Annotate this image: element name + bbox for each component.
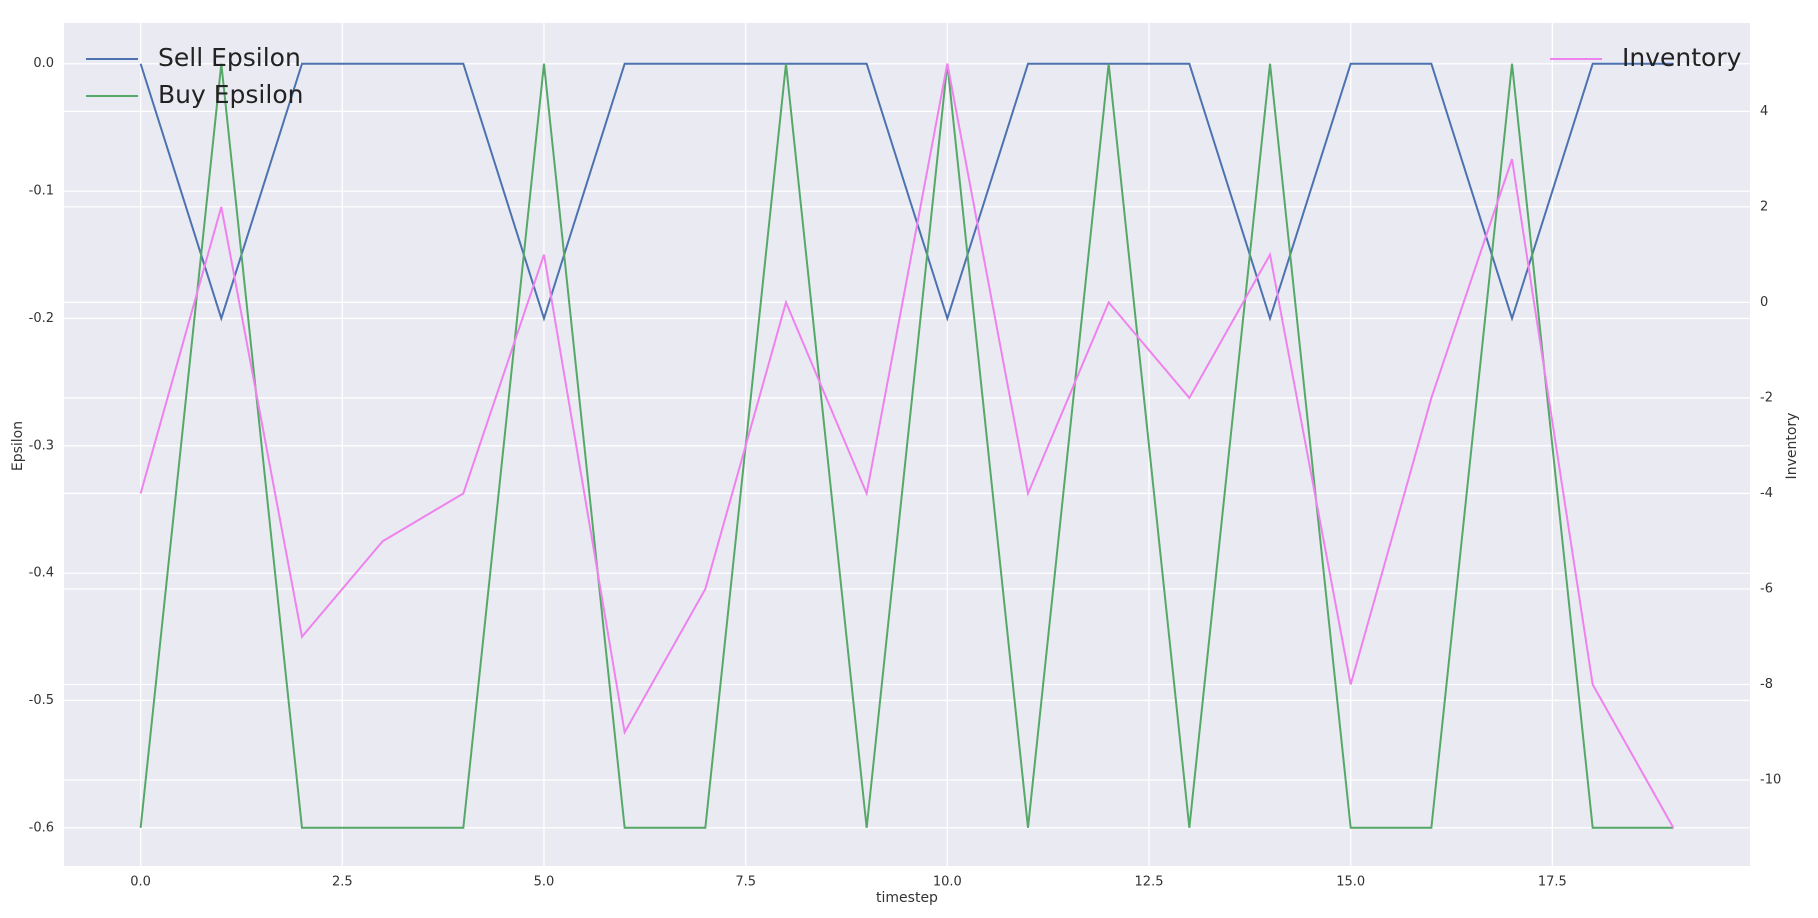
y2-tick-label: 4: [1760, 104, 1768, 119]
x-tick-label: 5.0: [534, 875, 555, 890]
legend-label: Buy Epsilon: [158, 80, 303, 109]
y2-tick-label: -6: [1760, 581, 1773, 596]
line: [139, 63, 1674, 829]
y2-tick-label: 0: [1760, 295, 1768, 310]
y2-tick-label: -8: [1760, 677, 1773, 692]
legend: Sell Epsilon Buy Epsilon: [86, 43, 303, 109]
legend: Inventory: [1550, 43, 1742, 72]
y-axis-label: Epsilon: [10, 421, 26, 471]
y-tick-label: 0.0: [33, 56, 54, 71]
legend-label: Inventory: [1622, 43, 1742, 72]
x-tick-label: 12.5: [1135, 875, 1164, 890]
line: [139, 62, 1674, 322]
x-tick-label: 10.0: [933, 875, 962, 890]
x-tick-label: 17.5: [1538, 875, 1567, 890]
x-tick-label: 0.0: [130, 875, 151, 890]
legend-label: Sell Epsilon: [158, 43, 301, 72]
x-tick-label: 2.5: [332, 875, 353, 890]
x-tick-label: 15.0: [1336, 875, 1365, 890]
x-axis-label: timestep: [876, 890, 938, 906]
y-tick-label: -0.2: [29, 311, 54, 326]
y2-tick-label: -4: [1760, 486, 1773, 501]
y2-tick-label: 2: [1760, 199, 1768, 214]
y2-tick-label: -2: [1760, 390, 1773, 405]
x-tick-label: 7.5: [735, 875, 756, 890]
y-tick-label: -0.4: [29, 566, 54, 581]
y-tick-label: -0.6: [29, 820, 54, 835]
y-tick-label: -0.3: [29, 438, 54, 453]
y2-tick-label: -10: [1760, 773, 1781, 788]
line: [139, 63, 1675, 829]
y-tick-label: -0.5: [29, 693, 54, 708]
y2-axis-label: Inventory: [1784, 413, 1800, 480]
y-tick-label: -0.1: [29, 184, 54, 199]
